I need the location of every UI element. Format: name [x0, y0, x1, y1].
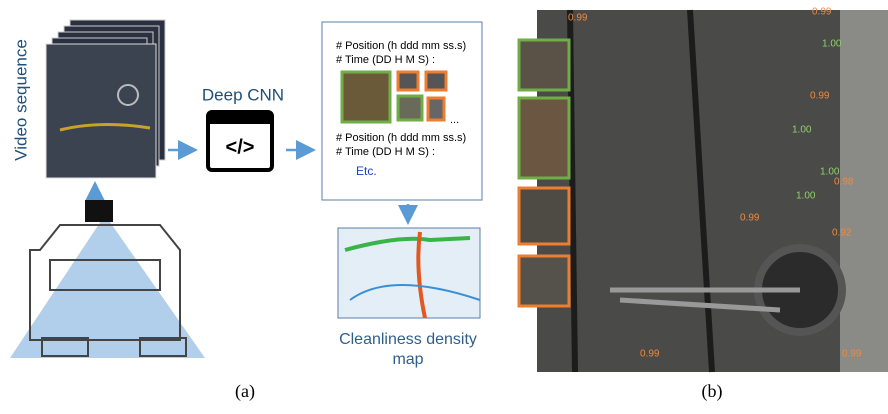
detection-score: 0.99 — [640, 349, 660, 360]
caption: (b) — [702, 381, 723, 402]
detection-score: 0.99 — [810, 91, 830, 102]
code-icon-bar — [208, 112, 272, 124]
output-text: ... — [450, 114, 459, 126]
video-label: Video sequence — [11, 39, 30, 161]
output-text: # Time (DD H M S) : — [336, 54, 435, 66]
map — [337, 227, 481, 319]
map-label: map — [392, 351, 423, 368]
output-text: # Position (h ddd mm ss.s) — [336, 132, 466, 144]
cnn-label: Deep CNN — [202, 85, 284, 104]
crops — [517, 38, 571, 308]
output-text: # Time (DD H M S) : — [336, 146, 435, 158]
video-stack — [45, 19, 166, 179]
detection-score: 0.92 — [832, 228, 852, 239]
detection-score: 1.00 — [796, 191, 816, 202]
detection-score: 0.99 — [568, 13, 588, 24]
caption: (a) — [235, 381, 255, 402]
thumbnails — [340, 70, 448, 124]
truck — [10, 200, 205, 358]
code-icon-text: </> — [226, 136, 255, 158]
detection-score: 0.99 — [842, 349, 862, 360]
detection-score: 0.99 — [812, 7, 832, 18]
output-text: Etc. — [356, 164, 377, 178]
photo — [537, 9, 888, 373]
output-text: # Position (h ddd mm ss.s) — [336, 40, 466, 52]
detection-score: 1.00 — [822, 39, 842, 50]
detection-score: 0.98 — [834, 177, 854, 188]
detection-score: 1.00 — [792, 125, 812, 136]
detection-score: 0.99 — [740, 213, 760, 224]
map-label: Cleanliness density — [339, 331, 477, 348]
detection-score: 1.00 — [820, 167, 840, 178]
